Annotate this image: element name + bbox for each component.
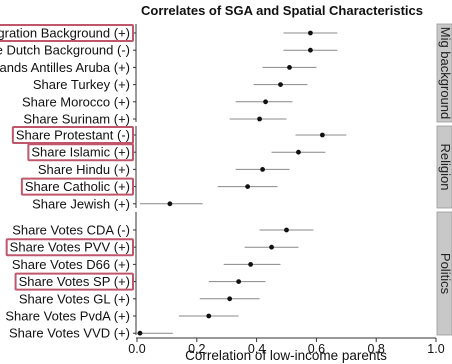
- highlight-box: [11, 126, 134, 144]
- row-label: Share Netherlands Antilles Aruba (+): [0, 60, 130, 75]
- row-share-votes-pvda: Share Votes PvdA (+): [5, 309, 239, 324]
- row-share-hindu: Share Hindu (+): [38, 162, 290, 177]
- highlight-box: [0, 24, 134, 42]
- chart-title: Correlates of SGA and Spatial Characteri…: [141, 3, 423, 18]
- facet-strip: [436, 211, 452, 336]
- estimate-point: [137, 330, 143, 336]
- estimate-point: [269, 244, 274, 250]
- row-share-votes-d66: Share Votes D66 (+): [12, 257, 281, 272]
- x-axis: 0.0 0.2 0.4 0.6 0.8 1.0: [128, 337, 445, 356]
- row-label: Share Catholic (+): [25, 179, 130, 194]
- facet-strip-label: Politics: [438, 253, 452, 295]
- estimate-point: [236, 279, 242, 284]
- row-label: Share Hindu (+): [38, 162, 130, 177]
- row-label: Share Turkey (+): [33, 77, 130, 92]
- panel-politics: Politics Share Votes CDA (-) Share Votes P…: [5, 211, 452, 341]
- row-share-votes-vvd: Share Votes VVD (+): [9, 326, 173, 341]
- estimate-point: [257, 116, 262, 122]
- row-share-jewish: Share Jewish (+): [32, 196, 203, 211]
- highlight-box: [5, 238, 134, 257]
- row-label: Share Islamic (+): [31, 145, 130, 160]
- row-share-islamic: Share Islamic (+): [27, 143, 326, 162]
- x-tick-label: 0.4: [248, 342, 265, 356]
- estimate-point: [278, 82, 283, 87]
- row-label: Share Votes D66 (+): [12, 257, 130, 272]
- row-share-votes-cda: Share Votes CDA (-): [12, 223, 314, 238]
- row-label: Share Votes PvdA (+): [5, 309, 130, 324]
- row-label: Share Votes SP (+): [19, 274, 130, 289]
- estimate-point: [248, 262, 254, 267]
- estimate-point: [260, 167, 265, 172]
- facet-strip-label: Religion: [438, 144, 452, 191]
- estimate-point: [245, 184, 251, 190]
- estimate-point: [308, 47, 313, 53]
- row-share-votes-gl: Share Votes GL (+): [19, 291, 260, 306]
- row-label: Share Votes PVV (+): [10, 240, 130, 255]
- facet-strip-label: Mig background: [438, 27, 452, 120]
- row-share-turkey: Share Turkey (+): [33, 77, 308, 92]
- x-tick-label: 0.6: [308, 342, 325, 356]
- estimate-point: [287, 65, 292, 70]
- row-share-netherlands-antilles-aruba: Share Netherlands Antilles Aruba (+): [0, 60, 317, 75]
- estimate-point: [284, 227, 289, 233]
- row-share-votes-sp: Share Votes SP (+): [14, 272, 266, 291]
- highlight-box: [20, 177, 134, 196]
- row-label: Share Dutch Background (-): [0, 43, 130, 58]
- estimate-point: [263, 99, 268, 105]
- x-tick-label: 0.2: [188, 342, 205, 356]
- row-share-migration-background: Share Migration Background (+): [0, 24, 338, 42]
- panel-mig-background: Mig background Share Migration Background…: [0, 23, 452, 127]
- row-share-dutch-background: Share Dutch Background (-): [0, 43, 338, 58]
- row-share-catholic: Share Catholic (+): [20, 177, 278, 196]
- row-share-surinam: Share Surinam (+): [23, 112, 287, 127]
- highlight-box: [27, 143, 134, 162]
- row-share-protestant: Share Protestant (-): [11, 126, 347, 144]
- row-label: Share Migration Background (+): [0, 26, 130, 41]
- row-label: Share Votes GL (+): [19, 291, 130, 306]
- row-label: Share Morocco (+): [22, 94, 130, 109]
- estimate-point: [227, 296, 233, 302]
- x-tick-label: 1.0: [427, 342, 444, 356]
- row-share-votes-pvv: Share Votes PVV (+): [5, 238, 299, 257]
- x-axis-label: Correlation of low-income parents: [185, 348, 387, 363]
- x-tick-label: 0.0: [128, 342, 145, 356]
- estimate-point: [167, 201, 173, 207]
- x-tick-label: 0.8: [368, 342, 385, 356]
- row-label: Share Votes CDA (-): [12, 223, 130, 238]
- row-label: Share Votes VVD (+): [9, 326, 130, 341]
- facet-strip: [436, 23, 452, 123]
- panel-religion: Religion Share Protestant (-) Share Islami…: [11, 125, 452, 211]
- estimate-point: [206, 313, 212, 319]
- row-share-morocco: Share Morocco (+): [22, 94, 293, 109]
- facet-strip: [436, 125, 452, 209]
- highlight-box: [14, 272, 134, 291]
- estimate-point: [308, 30, 313, 36]
- estimate-point: [296, 149, 301, 155]
- row-label: Share Protestant (-): [16, 128, 130, 143]
- row-label: Share Jewish (+): [32, 196, 130, 211]
- row-label: Share Surinam (+): [23, 112, 130, 127]
- panels: Mig background Share Migration Background…: [0, 23, 452, 341]
- estimate-point: [319, 132, 325, 138]
